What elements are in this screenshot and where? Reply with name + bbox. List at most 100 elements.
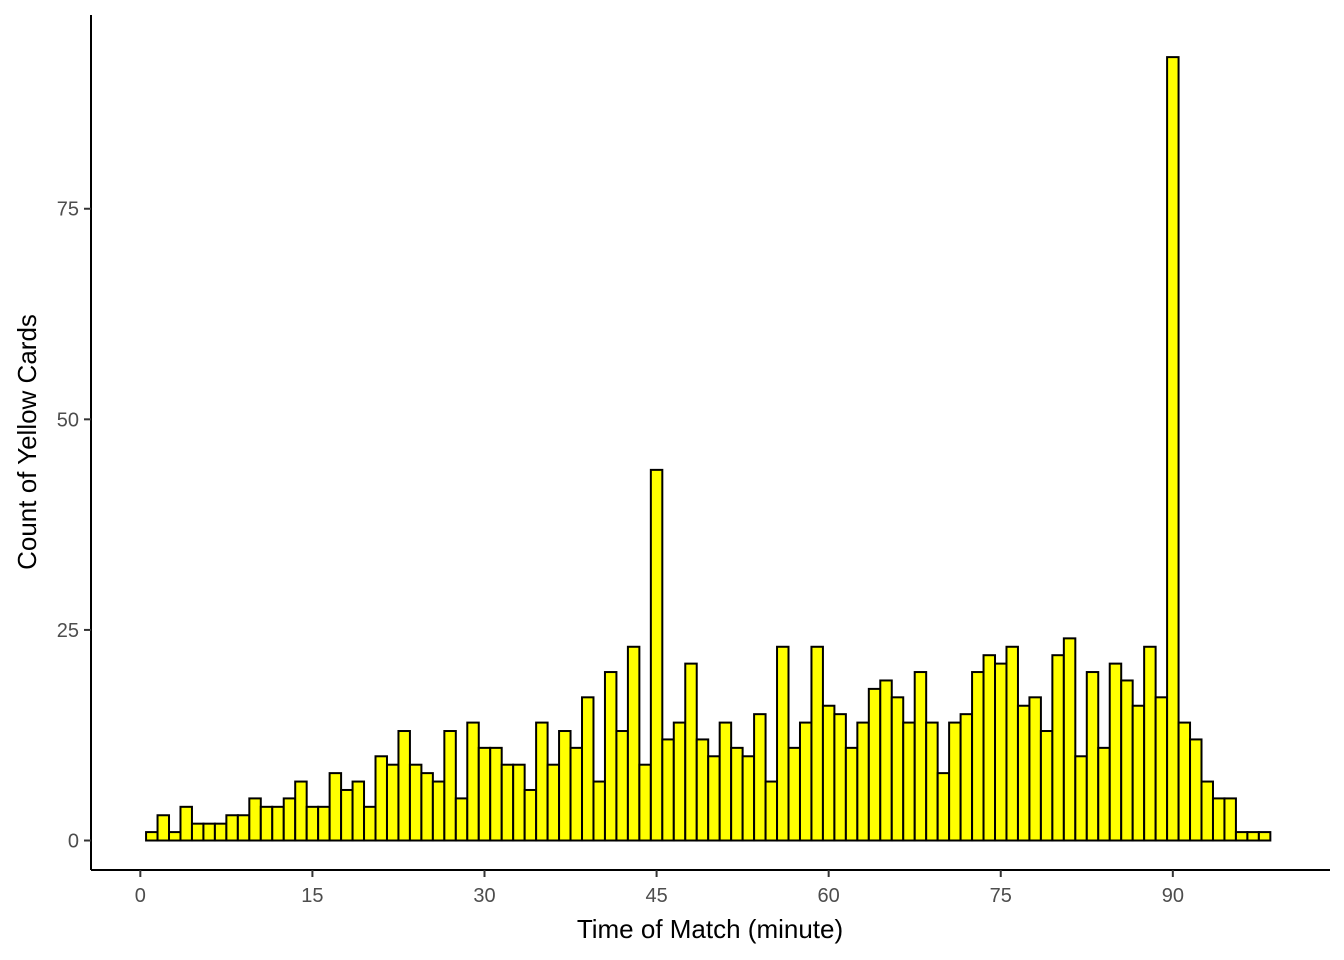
bar [420, 772, 434, 842]
bar [695, 738, 710, 842]
bar [213, 822, 228, 842]
bar [902, 721, 916, 842]
bar [615, 730, 629, 842]
x-tick-label: 75 [990, 885, 1012, 907]
bar [833, 713, 847, 842]
x-tick-label: 60 [818, 885, 840, 907]
bar [271, 805, 285, 842]
bar [1062, 637, 1077, 842]
bar [684, 662, 698, 842]
bar [1143, 645, 1157, 842]
bar [1051, 654, 1065, 842]
x-tick-label: 90 [1162, 885, 1184, 907]
bar [982, 654, 997, 842]
bar [1016, 704, 1031, 842]
bar [718, 721, 733, 842]
bar [466, 721, 480, 842]
bar [454, 797, 469, 842]
bar [259, 805, 274, 842]
bar [879, 679, 893, 842]
bar [1223, 797, 1237, 842]
bar [408, 763, 423, 842]
bar [1005, 645, 1019, 842]
bar [867, 687, 882, 842]
bar [397, 730, 411, 842]
x-axis-title: Time of Match (minute) [577, 914, 843, 944]
bar [431, 780, 446, 842]
bar [179, 805, 193, 842]
bar [798, 721, 813, 842]
bar [546, 763, 561, 842]
bar [569, 746, 584, 842]
bar [994, 662, 1008, 842]
bar [1039, 730, 1054, 842]
bar [1154, 696, 1169, 842]
bar [294, 780, 308, 842]
bar [145, 831, 159, 842]
bar [1257, 831, 1272, 842]
bar [581, 696, 595, 842]
x-tick-label: 15 [301, 885, 323, 907]
bar [707, 755, 721, 842]
bar [535, 721, 549, 842]
bar [363, 805, 377, 842]
y-axis-title: Count of Yellow Cards [12, 314, 42, 570]
bar [913, 671, 928, 842]
y-tick-label: 50 [57, 409, 79, 431]
bar [1120, 679, 1134, 842]
bar [374, 755, 388, 842]
bar [156, 814, 171, 842]
bar [1028, 696, 1042, 842]
y-tick-label: 25 [57, 620, 79, 642]
bar [971, 671, 985, 842]
bar [1177, 721, 1192, 842]
bar [741, 755, 756, 842]
bar [959, 713, 974, 842]
bar [305, 805, 320, 842]
y-tick-label: 75 [57, 199, 79, 221]
x-tick-label: 45 [645, 885, 667, 907]
bar [1074, 755, 1088, 842]
bar [477, 746, 492, 842]
bar [672, 721, 687, 842]
bar [385, 763, 400, 842]
bar [500, 763, 515, 842]
bar [351, 780, 366, 842]
y-axis-ticks: 0 25 50 75 [57, 199, 91, 853]
x-tick-label: 30 [473, 885, 495, 907]
bar [603, 671, 618, 842]
bar [810, 645, 824, 842]
bar [489, 746, 503, 842]
bar [649, 468, 664, 842]
bar [764, 780, 779, 842]
bar [225, 814, 239, 842]
bar [787, 746, 801, 842]
bar [730, 746, 744, 842]
bar [1097, 746, 1111, 842]
bars-group [145, 56, 1272, 842]
bar [236, 814, 251, 842]
bar [1166, 56, 1180, 842]
bar [202, 822, 216, 842]
bar [282, 797, 297, 842]
bar [626, 645, 641, 842]
bar [948, 721, 962, 842]
bar [890, 696, 905, 842]
bar [1211, 797, 1226, 842]
bar [638, 763, 652, 842]
bar [821, 704, 836, 842]
bar [1189, 738, 1203, 842]
bar [248, 797, 262, 842]
bar [523, 788, 538, 842]
bar [592, 780, 606, 842]
bar [1234, 831, 1249, 842]
bar [753, 713, 767, 842]
bar [661, 738, 675, 842]
bar [1085, 671, 1100, 842]
bar [844, 746, 859, 842]
bar [925, 721, 939, 842]
bar [1200, 780, 1214, 842]
x-tick-label: 0 [135, 885, 146, 907]
bar [328, 772, 343, 842]
